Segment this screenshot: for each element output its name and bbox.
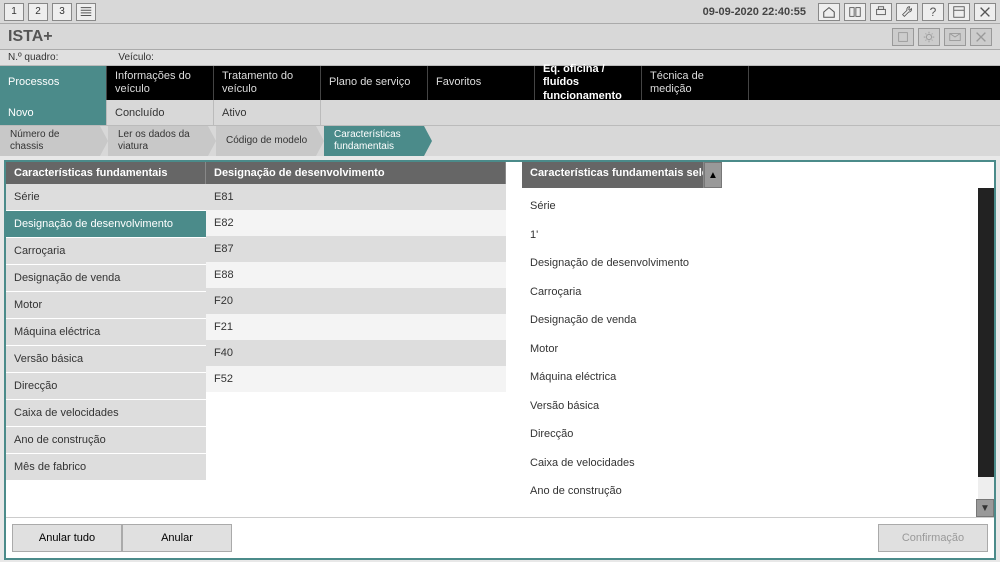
wrench-icon[interactable] [896,3,918,21]
char-item-2[interactable]: Carroçaria [6,238,206,265]
selected-item-7: Versão básica [530,392,698,421]
page-3-button[interactable]: 3 [52,3,72,21]
scrollbar[interactable] [978,188,994,517]
help-icon[interactable]: ? [922,3,944,21]
layout-icon[interactable] [948,3,970,21]
info-bar: N.º quadro: Veículo: [0,50,1000,66]
page-1-button[interactable]: 1 [4,3,24,21]
sub-nav: NovoConcluídoAtivo [0,100,1000,126]
home-icon[interactable] [818,3,840,21]
app-title: ISTA+ [8,28,53,46]
designation-item-0[interactable]: E81 [206,184,506,210]
char-item-10[interactable]: Mês de fabrico [6,454,206,481]
selected-item-6: Máquina eléctrica [530,363,698,392]
designation-item-4[interactable]: F20 [206,288,506,314]
column-characteristics: Características fundamentais SérieDesign… [6,162,206,517]
designation-item-6[interactable]: F40 [206,340,506,366]
char-item-0[interactable]: Série [6,184,206,211]
designation-item-1[interactable]: E82 [206,210,506,236]
nav-item-3[interactable]: Plano de serviço [321,66,428,100]
gear-icon[interactable] [918,28,940,46]
footer: Anular tudo Anular Confirmação [6,517,994,558]
subnav-item-1[interactable]: Concluído [107,100,214,125]
designation-item-3[interactable]: E88 [206,262,506,288]
selected-item-8: Direcção [530,420,698,449]
designation-item-7[interactable]: F52 [206,366,506,392]
cancel-button[interactable]: Anular [122,524,232,552]
timestamp: 09-09-2020 22:40:55 [703,6,806,18]
cancel-all-button[interactable]: Anular tudo [12,524,122,552]
save-icon[interactable] [892,28,914,46]
step-item-2[interactable]: Código de modelo [216,126,316,156]
char-item-7[interactable]: Direcção [6,373,206,400]
close-icon[interactable] [974,3,996,21]
char-item-8[interactable]: Caixa de velocidades [6,400,206,427]
char-item-5[interactable]: Máquina eléctrica [6,319,206,346]
confirm-button[interactable]: Confirmação [878,524,988,552]
selected-item-9: Caixa de velocidades [530,449,698,478]
char-item-4[interactable]: Motor [6,292,206,319]
vehicle-label: Veículo: [118,52,154,63]
char-item-3[interactable]: Designação de venda [6,265,206,292]
char-item-9[interactable]: Ano de construção [6,427,206,454]
mail-icon[interactable] [944,28,966,46]
nav-item-0[interactable]: Processos [0,66,107,100]
nav-item-5[interactable]: Eq. oficina / fluídos funcionamento [535,66,642,100]
subnav-item-2[interactable]: Ativo [214,100,321,125]
step-nav: Número de chassis Ler os dados da viatura… [0,126,1000,156]
content-area: Características fundamentais SérieDesign… [4,160,996,560]
titlebar: ISTA+ [0,24,1000,50]
window-icon[interactable] [844,3,866,21]
column-designation: Designação de desenvolvimento E81E82E87E… [206,162,506,517]
main-nav: ProcessosInformações do veículoTratament… [0,66,1000,100]
scroll-up-icon[interactable]: ▲ [704,162,722,188]
selected-item-3: Carroçaria [530,278,698,307]
step-item-0[interactable]: Número de chassis [0,126,100,156]
nav-item-2[interactable]: Tratamento do veículo [214,66,321,100]
designation-item-2[interactable]: E87 [206,236,506,262]
selected-item-1: 1' [530,221,698,250]
char-item-1[interactable]: Designação de desenvolvimento [6,211,206,238]
top-toolbar: 1 2 3 09-09-2020 22:40:55 ? [0,0,1000,24]
subnav-item-0[interactable]: Novo [0,100,107,125]
list-icon[interactable] [76,3,96,21]
designation-item-5[interactable]: F21 [206,314,506,340]
scroll-down-icon[interactable]: ▼ [976,499,994,517]
step-item-1[interactable]: Ler os dados da viatura [108,126,208,156]
nav-item-4[interactable]: Favoritos [428,66,535,100]
page-2-button[interactable]: 2 [28,3,48,21]
step-item-3[interactable]: Características fundamentais [324,126,424,156]
col1-header: Características fundamentais [6,162,206,184]
selected-item-0: Série [530,192,698,221]
selected-item-5: Motor [530,335,698,364]
nav-item-1[interactable]: Informações do veículo [107,66,214,100]
close-window-icon[interactable] [970,28,992,46]
selected-item-2: Designação de desenvolvimento [530,249,698,278]
selected-item-10: Ano de construção [530,477,698,506]
print-icon[interactable] [870,3,892,21]
selected-item-4: Designação de venda [530,306,698,335]
nav-item-6[interactable]: Técnica de medição [642,66,749,100]
chassis-label: N.º quadro: [8,52,58,63]
col3-header: Características fundamentais selecc [522,162,704,188]
column-selected: Características fundamentais selecc ▲ Sé… [522,162,994,517]
char-item-6[interactable]: Versão básica [6,346,206,373]
col2-header: Designação de desenvolvimento [206,162,506,184]
